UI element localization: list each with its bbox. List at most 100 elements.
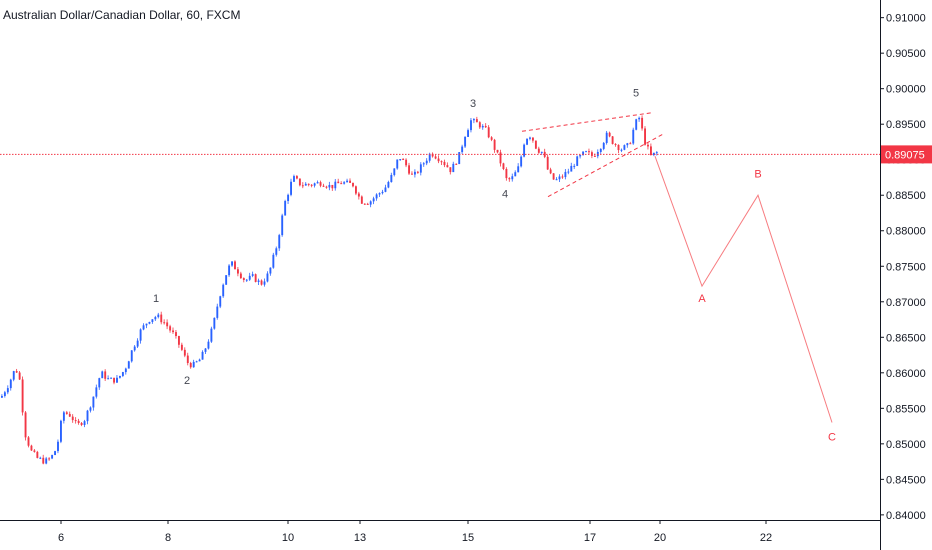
price-tick-label: 0.86500 [886, 332, 926, 344]
candle-body [192, 361, 195, 368]
candle-body [163, 322, 166, 324]
candle-body [334, 181, 337, 189]
candle-body [372, 198, 375, 202]
price-axis[interactable]: 0.910000.905000.900000.895000.890000.885… [880, 0, 932, 550]
candle-body [281, 215, 284, 236]
current-price-label: 0.89075 [885, 149, 925, 161]
candle-body [254, 274, 257, 282]
candle-body [12, 371, 15, 380]
candle-body [260, 280, 263, 285]
candle-body [349, 180, 351, 183]
candle-body [325, 186, 328, 188]
candle-body [316, 182, 319, 184]
candle-body [234, 261, 236, 270]
candle-body [549, 169, 552, 174]
candle-body [343, 182, 346, 184]
candle-body [48, 458, 51, 460]
candle-body [505, 169, 508, 179]
candle-body [248, 275, 251, 280]
candle-body [160, 314, 163, 323]
candle-body [493, 139, 496, 150]
candle-body [467, 130, 469, 137]
candle-body [136, 340, 139, 347]
candle-body [526, 138, 528, 145]
candle-body [464, 136, 467, 147]
candle-body [355, 186, 357, 194]
candle-body [552, 173, 555, 180]
price-area [1, 115, 658, 465]
candle-body [360, 196, 363, 204]
price-tick-label: 0.85000 [886, 439, 926, 451]
candle-body [322, 185, 325, 187]
candle-body [169, 326, 172, 331]
candle-body [225, 275, 228, 285]
candle-body [369, 201, 372, 205]
candle-body [408, 165, 410, 174]
candle-body [80, 422, 83, 425]
candle-body [425, 160, 428, 164]
candle-body [623, 145, 626, 150]
candle-body [124, 368, 127, 373]
candle-body [576, 156, 579, 166]
candle-body [15, 371, 18, 373]
candle-body [154, 317, 157, 320]
candle-body [434, 156, 437, 159]
candle-body [331, 184, 334, 189]
candle-body [337, 181, 340, 184]
candle-body [416, 171, 419, 173]
candle-body [207, 341, 210, 349]
candle-body [475, 119, 478, 123]
candle-body [145, 323, 148, 326]
candle-body [68, 413, 71, 417]
candle-body [284, 201, 287, 216]
candle-body [36, 451, 39, 458]
candle-body [119, 375, 121, 378]
candle-body [546, 156, 549, 170]
candle-body [381, 191, 384, 194]
candle-body [139, 329, 142, 341]
candle-body [440, 161, 443, 163]
candle-body [352, 182, 354, 187]
candle-body [523, 144, 526, 157]
time-tick-label: 22 [760, 532, 772, 544]
price-tick-label: 0.90500 [886, 48, 926, 60]
candle-body [263, 281, 266, 285]
candle-body [310, 184, 313, 186]
candle-body [446, 165, 449, 168]
candle-body [543, 151, 546, 157]
candle-body [275, 248, 278, 255]
price-tick-label: 0.86000 [886, 368, 926, 380]
candle-body [357, 193, 360, 197]
candle-body [366, 203, 369, 205]
price-tick-label: 0.90000 [886, 84, 926, 96]
candle-body [346, 180, 349, 183]
price-tick-label: 0.88000 [886, 226, 926, 238]
candle-body [461, 146, 464, 153]
candle-body [561, 176, 564, 178]
candle-body [45, 458, 48, 464]
candle-body [558, 176, 561, 180]
candle-body [74, 420, 77, 422]
candle-body [130, 350, 133, 362]
candle-body [151, 319, 154, 322]
candle-body [602, 142, 605, 149]
candle-body [582, 151, 585, 156]
candle-body [222, 284, 225, 297]
candle-body [481, 125, 484, 128]
candle-body [189, 363, 192, 368]
candle-body [228, 265, 231, 276]
candle-body [51, 455, 54, 459]
candle-body [608, 132, 611, 137]
candle-body [257, 280, 260, 282]
candle-body [605, 132, 608, 143]
candle-body [98, 378, 101, 388]
candle-body [42, 457, 45, 464]
candle-body [313, 183, 316, 186]
candle-body [237, 269, 239, 274]
time-axis[interactable]: 6 8 10 13 15 17 20 22 [0, 520, 880, 544]
candle-body [33, 450, 36, 452]
candle-body [178, 336, 180, 345]
candle-body [307, 183, 310, 185]
candle-body [71, 416, 74, 421]
